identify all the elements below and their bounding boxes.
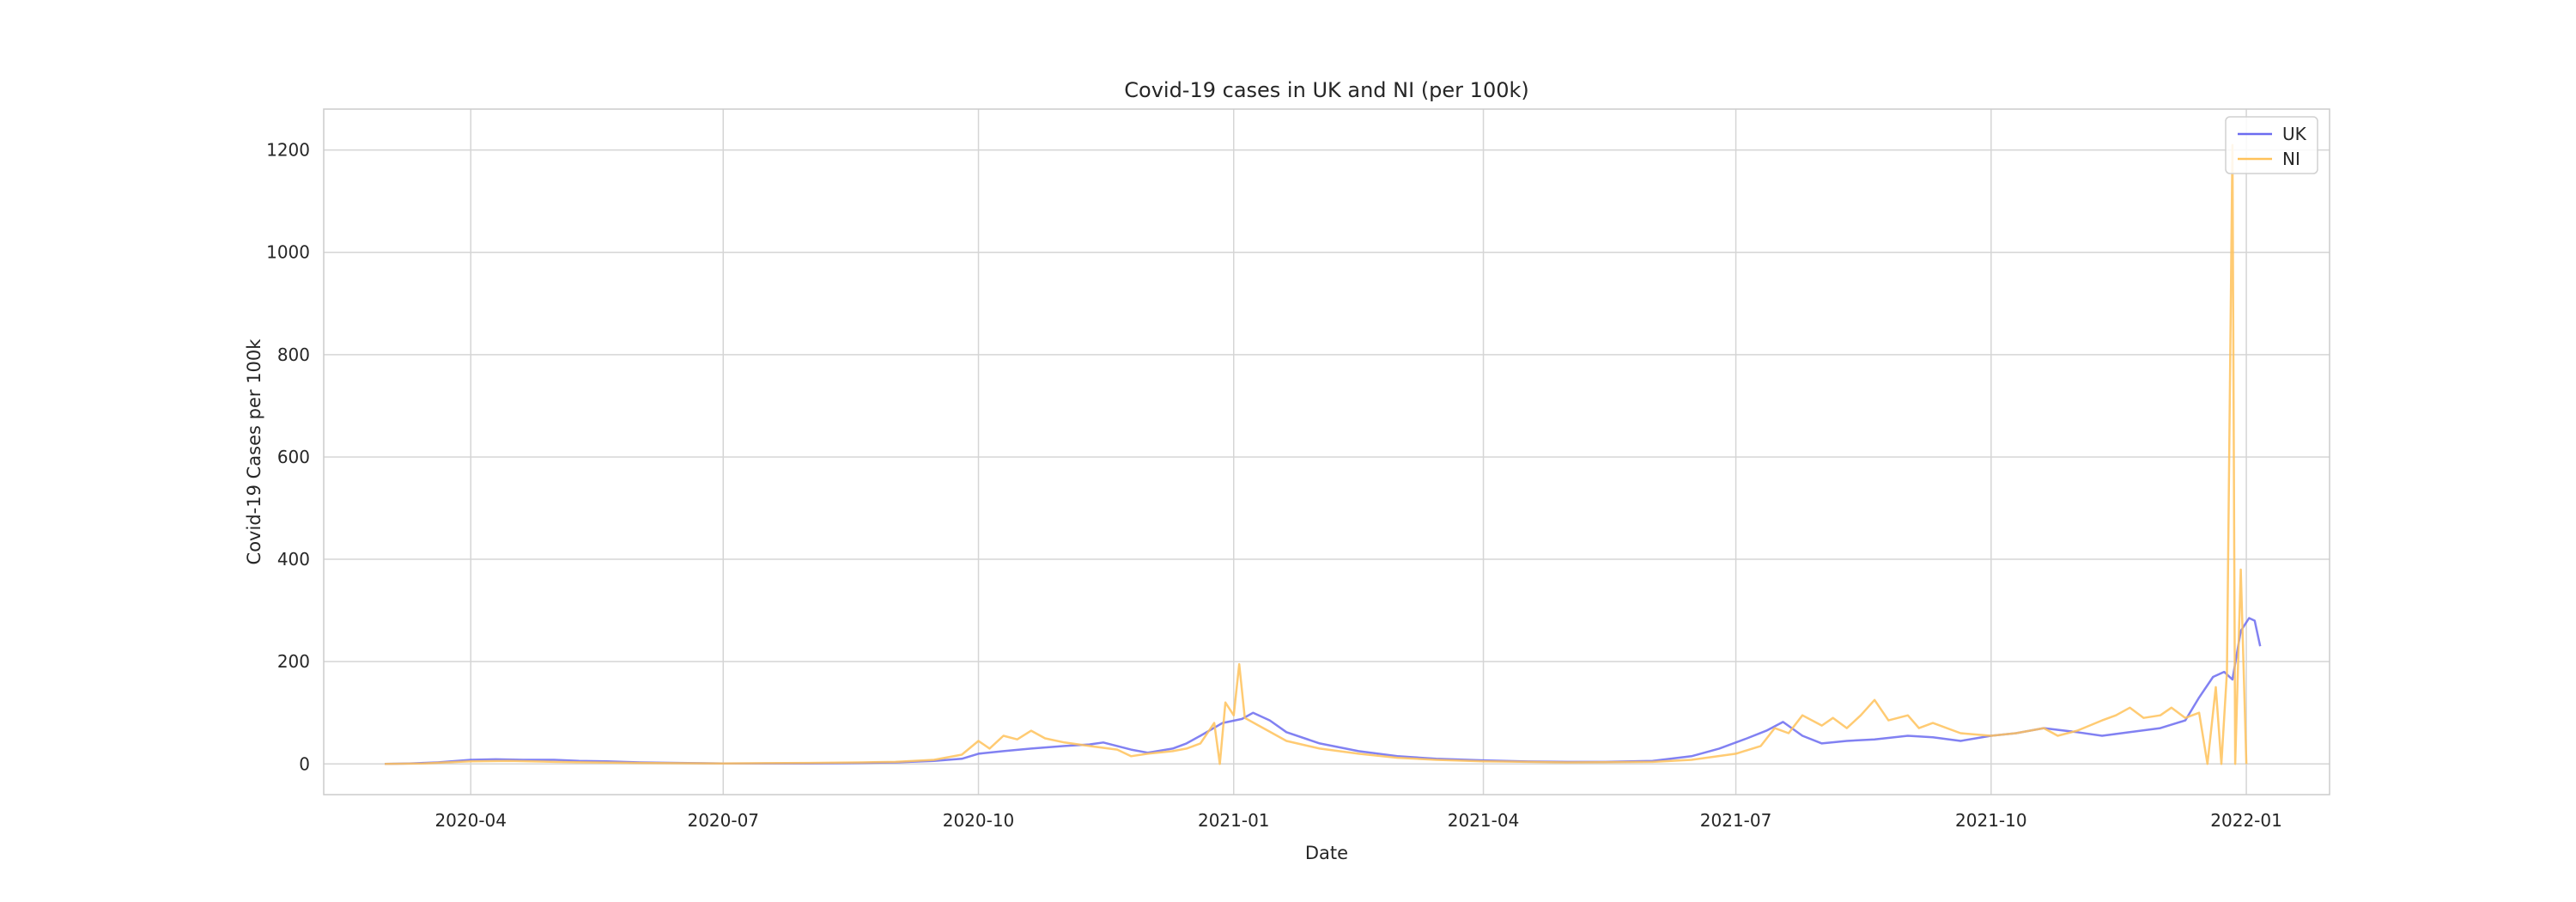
y-tick-label: 200 — [277, 651, 310, 672]
x-tick-label: 2021-04 — [1448, 810, 1520, 831]
y-tick-label: 1000 — [266, 242, 310, 263]
series-lines — [385, 143, 2262, 765]
x-tick-label: 2020-07 — [687, 810, 759, 831]
x-tick-label: 2022-01 — [2210, 810, 2282, 831]
x-tick-label: 2020-04 — [434, 810, 507, 831]
series-line-ni — [385, 143, 2248, 765]
y-tick-labels: 0 200 400 600 800 1000 1200 — [266, 140, 310, 775]
y-tick-label: 0 — [299, 753, 310, 774]
x-tick-label: 2021-01 — [1198, 810, 1270, 831]
x-tick-labels: 2020-04 2020-07 2020-10 2021-01 2021-04 2021-… — [434, 810, 2281, 831]
chart-title: Covid-19 cases in UK and NI (per 100k) — [1124, 78, 1529, 102]
legend: UK NI — [2225, 116, 2318, 174]
x-axis-label: Date — [1305, 843, 1348, 863]
series-line-uk — [385, 617, 2262, 765]
x-tick-label: 2020-10 — [943, 810, 1015, 831]
y-tick-label: 800 — [277, 344, 310, 365]
x-tick-label: 2021-10 — [1955, 810, 2027, 831]
legend-label-ni: NI — [2282, 149, 2300, 169]
x-tick-label: 2021-07 — [1700, 810, 1772, 831]
y-tick-label: 1200 — [266, 140, 310, 161]
y-axis-label: Covid-19 Cases per 100k — [244, 338, 264, 565]
plot-frame — [323, 108, 2330, 795]
grid-lines — [324, 109, 2330, 795]
y-tick-label: 600 — [277, 447, 310, 467]
y-tick-label: 400 — [277, 549, 310, 570]
legend-label-uk: UK — [2282, 124, 2307, 144]
